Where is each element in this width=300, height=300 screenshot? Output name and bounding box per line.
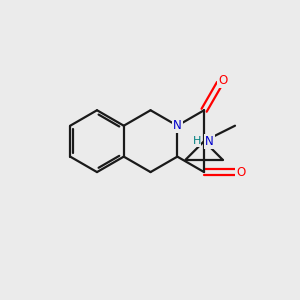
Text: O: O (236, 166, 245, 178)
Text: N: N (173, 119, 182, 132)
Text: H: H (193, 136, 201, 146)
Text: O: O (218, 74, 227, 87)
Text: N: N (205, 135, 214, 148)
